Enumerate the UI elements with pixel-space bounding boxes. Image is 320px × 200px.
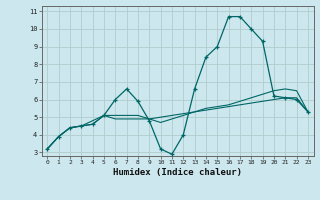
X-axis label: Humidex (Indice chaleur): Humidex (Indice chaleur) [113, 168, 242, 177]
